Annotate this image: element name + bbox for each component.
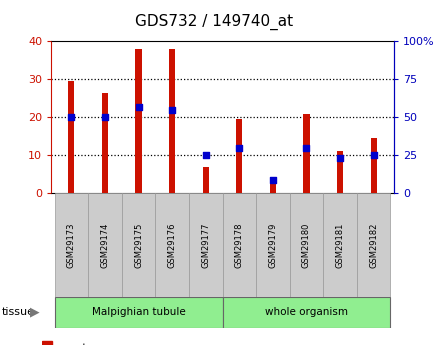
Point <box>370 152 377 158</box>
Text: GSM29181: GSM29181 <box>336 222 344 268</box>
Text: GSM29177: GSM29177 <box>201 222 210 268</box>
Point <box>236 145 243 150</box>
Bar <box>55 193 88 297</box>
Bar <box>169 49 175 193</box>
Text: GSM29182: GSM29182 <box>369 222 378 268</box>
Bar <box>270 182 276 193</box>
Bar <box>42 341 52 345</box>
Bar <box>371 138 377 193</box>
Bar <box>256 193 290 297</box>
Text: GSM29174: GSM29174 <box>101 222 109 268</box>
Text: tissue: tissue <box>2 307 35 317</box>
Bar <box>337 151 343 193</box>
Bar <box>222 193 256 297</box>
Bar <box>303 114 310 193</box>
Text: whole organism: whole organism <box>265 307 348 317</box>
Bar <box>155 193 189 297</box>
Text: GSM29178: GSM29178 <box>235 222 244 268</box>
Bar <box>290 193 323 297</box>
Text: GSM29173: GSM29173 <box>67 222 76 268</box>
Text: Malpighian tubule: Malpighian tubule <box>92 307 186 317</box>
Bar <box>135 49 142 193</box>
Text: GSM29180: GSM29180 <box>302 222 311 268</box>
Point <box>101 115 109 120</box>
Point <box>303 145 310 150</box>
Bar <box>55 297 222 328</box>
Point <box>135 104 142 109</box>
Text: GSM29176: GSM29176 <box>168 222 177 268</box>
Bar <box>323 193 357 297</box>
Bar <box>88 193 122 297</box>
Text: GSM29175: GSM29175 <box>134 222 143 268</box>
Point <box>269 177 276 182</box>
Bar <box>222 297 390 328</box>
Point <box>169 107 176 112</box>
Bar <box>69 81 74 193</box>
Point <box>336 156 344 161</box>
Text: GSM29179: GSM29179 <box>268 222 277 268</box>
Point <box>202 152 209 158</box>
Text: count: count <box>57 343 86 345</box>
Bar <box>122 193 155 297</box>
Bar <box>202 167 209 193</box>
Text: ▶: ▶ <box>30 306 40 319</box>
Bar <box>189 193 222 297</box>
Bar <box>102 92 108 193</box>
Text: GDS732 / 149740_at: GDS732 / 149740_at <box>134 14 293 30</box>
Bar <box>357 193 390 297</box>
Point <box>68 115 75 120</box>
Bar <box>236 119 243 193</box>
